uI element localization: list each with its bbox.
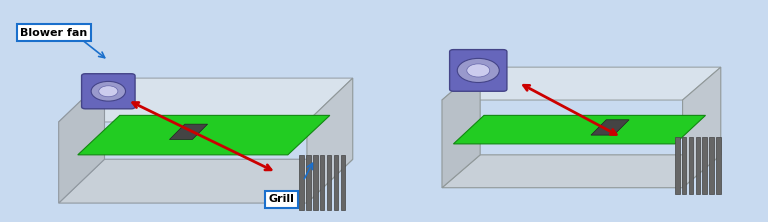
Polygon shape [591,120,629,135]
Polygon shape [58,78,104,203]
Polygon shape [683,67,721,188]
Polygon shape [442,67,721,100]
Polygon shape [696,137,700,194]
Circle shape [467,64,490,77]
Polygon shape [320,155,325,210]
Polygon shape [78,115,329,155]
Polygon shape [58,159,353,203]
Polygon shape [442,155,721,188]
Polygon shape [170,124,207,139]
Polygon shape [703,137,707,194]
Text: Blower fan: Blower fan [21,28,88,38]
Polygon shape [682,137,687,194]
Polygon shape [58,78,353,122]
Polygon shape [313,155,318,210]
FancyBboxPatch shape [81,74,135,109]
Polygon shape [326,155,331,210]
Circle shape [99,86,118,97]
Text: Grill: Grill [269,194,295,204]
Polygon shape [307,78,353,203]
Polygon shape [442,67,480,188]
Polygon shape [306,155,311,210]
Polygon shape [300,155,304,210]
Polygon shape [710,137,714,194]
FancyBboxPatch shape [449,50,507,91]
Polygon shape [453,115,706,144]
Circle shape [457,58,499,83]
Polygon shape [340,155,345,210]
Polygon shape [717,137,721,194]
Polygon shape [333,155,338,210]
Polygon shape [675,137,680,194]
Circle shape [91,81,125,101]
Polygon shape [689,137,694,194]
